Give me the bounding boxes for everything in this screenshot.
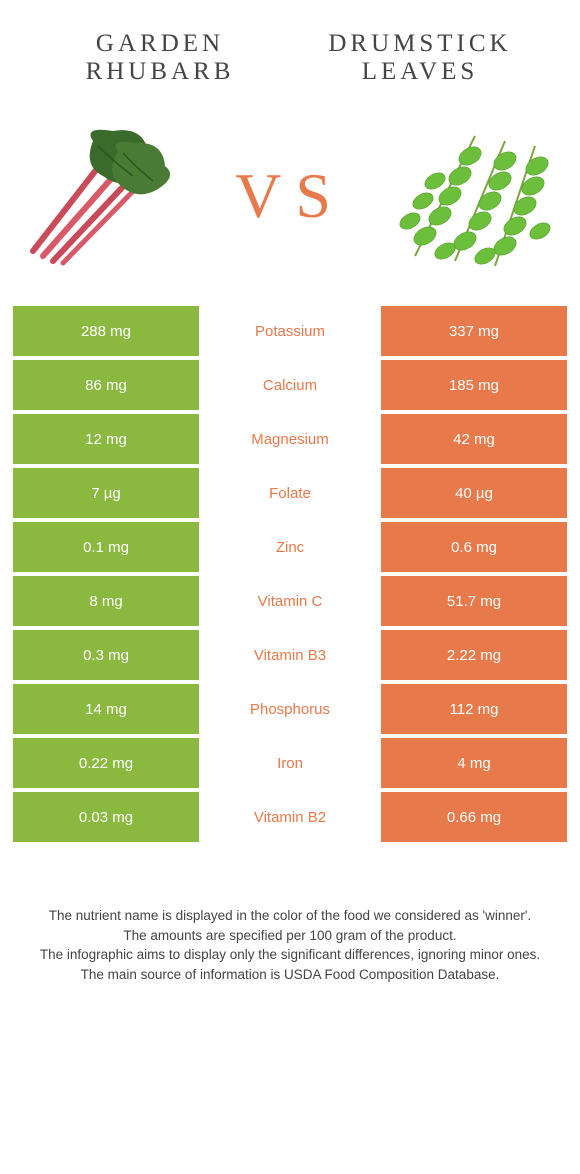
nutrient-label-cell: Vitamin B3	[199, 630, 381, 680]
nutrient-label-cell: Vitamin B2	[199, 792, 381, 842]
nutrient-row: 0.03 mgVitamin B20.66 mg	[13, 792, 567, 842]
left-value-cell: 0.22 mg	[13, 738, 199, 788]
right-value-cell: 4 mg	[381, 738, 567, 788]
nutrient-row: 14 mgPhosphorus112 mg	[13, 684, 567, 734]
right-value-cell: 2.22 mg	[381, 630, 567, 680]
right-value-cell: 0.6 mg	[381, 522, 567, 572]
left-value-cell: 86 mg	[13, 360, 199, 410]
right-value-cell: 112 mg	[381, 684, 567, 734]
footnote-line: The main source of information is USDA F…	[30, 965, 550, 985]
nutrient-table: 288 mgPotassium337 mg86 mgCalcium185 mg1…	[13, 306, 567, 842]
right-value-cell: 185 mg	[381, 360, 567, 410]
left-value-cell: 7 µg	[13, 468, 199, 518]
nutrient-row: 0.22 mgIron4 mg	[13, 738, 567, 788]
left-value-cell: 288 mg	[13, 306, 199, 356]
right-value-cell: 51.7 mg	[381, 576, 567, 626]
left-value-cell: 0.03 mg	[13, 792, 199, 842]
drumstick-leaves-illustration	[385, 116, 560, 276]
footnotes: The nutrient name is displayed in the co…	[0, 846, 580, 1004]
left-value-cell: 0.1 mg	[13, 522, 199, 572]
rhubarb-illustration	[20, 116, 195, 276]
nutrient-row: 0.3 mgVitamin B32.22 mg	[13, 630, 567, 680]
nutrient-label-cell: Folate	[199, 468, 381, 518]
nutrient-row: 288 mgPotassium337 mg	[13, 306, 567, 356]
right-value-cell: 337 mg	[381, 306, 567, 356]
right-value-cell: 42 mg	[381, 414, 567, 464]
nutrient-label-cell: Phosphorus	[199, 684, 381, 734]
footnote-line: The infographic aims to display only the…	[30, 945, 550, 965]
nutrient-row: 8 mgVitamin C51.7 mg	[13, 576, 567, 626]
vs-row: VS	[0, 106, 580, 306]
nutrient-row: 12 mgMagnesium42 mg	[13, 414, 567, 464]
nutrient-row: 7 µgFolate40 µg	[13, 468, 567, 518]
nutrient-row: 86 mgCalcium185 mg	[13, 360, 567, 410]
right-food-title: DRUMSTICK LEAVES	[300, 30, 540, 86]
nutrient-label-cell: Vitamin C	[199, 576, 381, 626]
nutrient-row: 0.1 mgZinc0.6 mg	[13, 522, 567, 572]
footnote-line: The nutrient name is displayed in the co…	[30, 906, 550, 926]
nutrient-label-cell: Potassium	[199, 306, 381, 356]
nutrient-label-cell: Zinc	[199, 522, 381, 572]
left-value-cell: 12 mg	[13, 414, 199, 464]
left-value-cell: 0.3 mg	[13, 630, 199, 680]
vs-label: VS	[235, 159, 345, 233]
right-value-cell: 40 µg	[381, 468, 567, 518]
nutrient-label-cell: Iron	[199, 738, 381, 788]
left-value-cell: 8 mg	[13, 576, 199, 626]
right-value-cell: 0.66 mg	[381, 792, 567, 842]
nutrient-label-cell: Magnesium	[199, 414, 381, 464]
header: GARDEN RHUBARB DRUMSTICK LEAVES	[0, 0, 580, 106]
footnote-line: The amounts are specified per 100 gram o…	[30, 926, 550, 946]
nutrient-label-cell: Calcium	[199, 360, 381, 410]
left-value-cell: 14 mg	[13, 684, 199, 734]
left-food-title: GARDEN RHUBARB	[40, 30, 280, 86]
